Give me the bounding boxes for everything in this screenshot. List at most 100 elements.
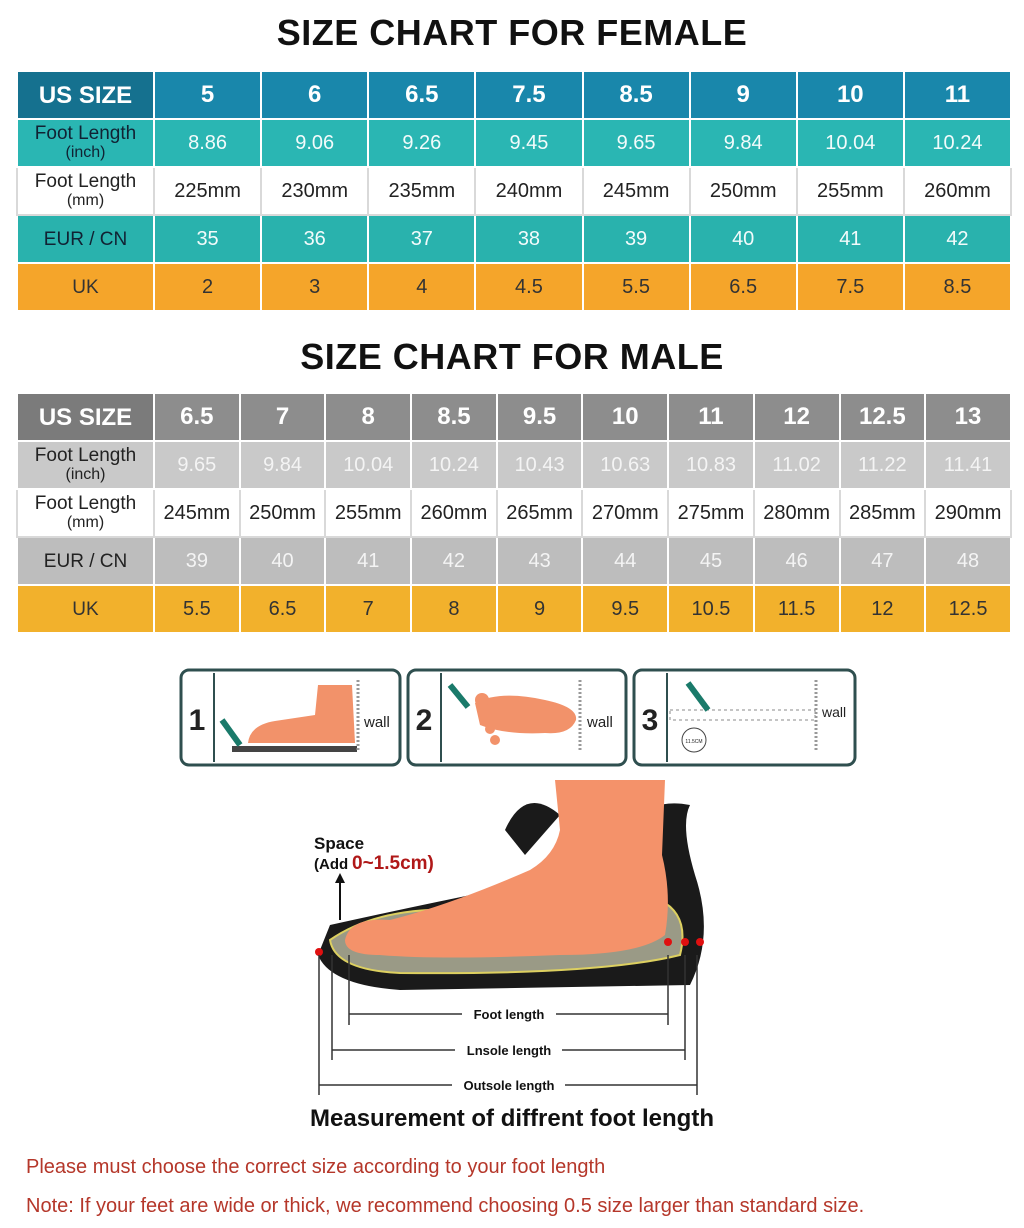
table-cell: 48 [924,536,1012,586]
step-1: 1 wall [179,668,402,767]
table-cell: 9.84 [238,440,327,490]
table-cell: 13 [924,392,1012,442]
note: Note: If your feet are wide or thick, we… [26,1195,865,1217]
point [664,938,672,946]
row-label-text: US SIZE [38,403,133,431]
table-cell: 260mm [902,166,1013,216]
table-cell: 9.06 [260,118,370,168]
row-unit: (mm) [66,192,105,209]
table-cell: 40 [688,214,798,264]
row-label-text: Foot Length [34,123,137,144]
table-row: US SIZE 5 6 6.5 7.5 8.5 9 10 11 [16,70,1013,120]
wall-label: wall [363,714,390,731]
table-cell: 6.5 [688,262,798,312]
row-label-text: UK [72,598,99,620]
table-cell: 230mm [260,166,370,216]
table-cell: 9.26 [367,118,477,168]
row-unit: (inch) [65,144,106,161]
table-cell: 4 [367,262,477,312]
table-cell: 6.5 [238,584,327,634]
row-label: Foot Length (mm) [16,166,155,216]
table-cell: 9.84 [688,118,798,168]
table-cell: 7 [324,584,413,634]
table-cell: 4.5 [474,262,584,312]
table-cell: 36 [260,214,370,264]
wall-label: wall [586,714,613,731]
table-cell: 11.5 [752,584,841,634]
row-label: UK [16,262,155,312]
toe [485,724,495,734]
table-row: Foot Length (mm) 245mm 250mm 255mm 260mm 265mm… [16,488,1012,538]
table-cell: 10 [581,392,670,442]
table-row: EUR / CN 35 36 37 38 39 40 41 42 [16,214,1013,264]
row-label-text: Foot Length [34,493,137,514]
table-cell: 3 [260,262,370,312]
toe [490,735,500,745]
table-cell: 8.5 [581,70,691,120]
table-cell: 6.5 [367,70,477,120]
range-label: 0~1.5cm) [352,853,434,874]
table-cell: 255mm [795,166,905,216]
table-cell: 12 [752,392,841,442]
ruler [669,709,816,721]
table-cell: 6.5 [153,392,241,442]
table-cell: 235mm [367,166,477,216]
table-cell: 44 [581,536,670,586]
table-row: Foot Length (mm) 225mm 230mm 235mm 240mm 245mm… [16,166,1013,216]
table-cell: 280mm [752,488,841,538]
foot-diagram: Space (Add 0~1.5cm) Foot length Lnsole l… [314,780,704,1095]
table-cell: 9.5 [495,392,584,442]
table-cell: 9.45 [474,118,584,168]
male-title: SIZE CHART FOR MALE [300,336,724,377]
table-cell: 10.43 [495,440,584,490]
table-cell: 40 [238,536,327,586]
row-label: EUR / CN [16,536,155,586]
table-cell: 41 [795,214,905,264]
table-cell: 11 [902,70,1013,120]
row-label-text: EUR / CN [43,228,128,250]
table-cell: 285mm [838,488,927,538]
shoe-back [505,803,560,855]
row-label: UK [16,584,155,634]
table-cell: 255mm [324,488,413,538]
table-cell: 10.63 [581,440,670,490]
diagram-caption: Measurement of diffrent foot length [310,1105,714,1132]
table-cell: 45 [667,536,755,586]
table-cell: 2 [152,262,263,312]
step-3: 3 11.5CM wall [632,668,857,767]
table-cell: 8 [410,584,498,634]
mark-circle [681,727,707,753]
male-size-table: US SIZE 6.5 7 8 8.5 9.5 10 11 12 12.5 13 Foot Lengt… [16,392,1012,634]
table-cell: 245mm [581,166,691,216]
table-row: EUR / CN 39 40 41 42 43 44 45 46 47 48 [16,536,1012,586]
foot [345,780,668,958]
table-cell: 12.5 [838,392,927,442]
toe [475,693,489,707]
table-cell: 9.65 [581,118,691,168]
outsole-length-label: Outsole length [464,1078,555,1093]
table-cell: 250mm [688,166,798,216]
floor [232,746,357,752]
point [315,948,323,956]
step-number: 2 [416,704,433,737]
table-row: Foot Length (inch) 8.86 9.06 9.26 9.45 9.65 9.8… [16,118,1013,168]
arrow-head [335,873,345,883]
foot [475,695,577,734]
foot [248,685,355,743]
table-cell: 11.22 [838,440,927,490]
table-cell: 225mm [152,166,263,216]
table-cell: 8 [324,392,413,442]
row-label: Foot Length (inch) [16,440,155,490]
table-cell: 46 [752,536,841,586]
space-label: Space [314,834,364,853]
table-cell: 5.5 [153,584,241,634]
point [696,938,704,946]
row-label: EUR / CN [16,214,155,264]
table-cell: 9.65 [153,440,241,490]
table-cell: 240mm [474,166,584,216]
table-cell: 11.02 [752,440,841,490]
row-label: Foot Length (inch) [16,118,155,168]
table-cell: 270mm [581,488,670,538]
step-2: 2 wall [406,668,628,767]
row-label-text: EUR / CN [43,550,128,572]
